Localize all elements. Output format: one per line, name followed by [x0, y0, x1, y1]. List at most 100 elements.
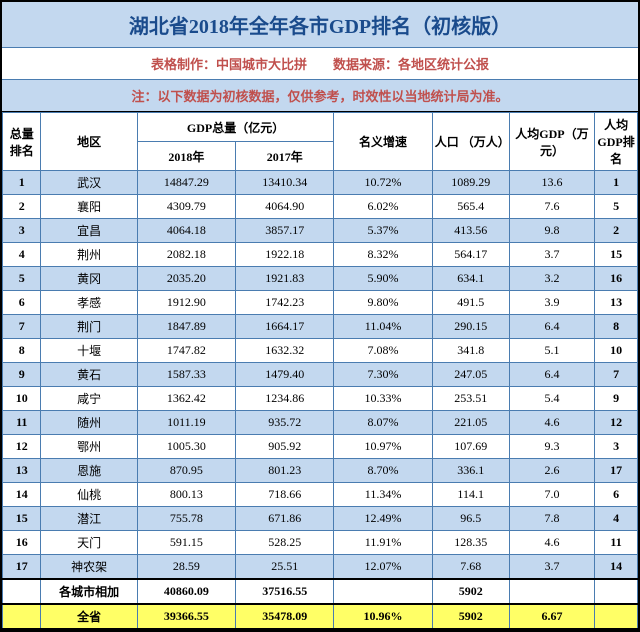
cell-gdp-2018: 755.78	[137, 507, 235, 531]
cell-pop: 107.69	[432, 435, 509, 459]
table-header: 总量排名 地区 GDP总量（亿元） 名义增速 人口 （万人） 人均GDP（万元）…	[3, 113, 638, 171]
cell-rank: 1	[3, 171, 41, 195]
cell-rank: 9	[3, 363, 41, 387]
cell-growth: 7.30%	[334, 363, 432, 387]
cell-rank: 5	[3, 267, 41, 291]
table-row: 8十堰1747.821632.327.08%341.85.110	[3, 339, 638, 363]
cell-growth: 11.04%	[334, 315, 432, 339]
cell-gdp-2018: 1362.42	[137, 387, 235, 411]
cell-growth: 5.37%	[334, 219, 432, 243]
cell-gdp-2018: 1005.30	[137, 435, 235, 459]
cell-growth: 8.32%	[334, 243, 432, 267]
page-title: 湖北省2018年全年各市GDP排名（初核版）	[2, 2, 638, 48]
cell-growth: 8.07%	[334, 411, 432, 435]
cell-gdp-2018: 1587.33	[137, 363, 235, 387]
cell-gdp-2017: 1922.18	[236, 243, 334, 267]
cell-region: 天门	[41, 531, 137, 555]
cell-pop: 5902	[432, 604, 509, 629]
cell-rank: 13	[3, 459, 41, 483]
cell-pcgdp: 3.2	[509, 267, 595, 291]
cell-pcgdp	[509, 579, 595, 604]
cell-growth: 10.97%	[334, 435, 432, 459]
cell-pcgdp: 7.8	[509, 507, 595, 531]
cell-pcrank: 12	[595, 411, 638, 435]
cell-growth: 11.91%	[334, 531, 432, 555]
cell-region: 黄石	[41, 363, 137, 387]
cell-region: 随州	[41, 411, 137, 435]
table-row: 17神农架28.5925.5112.07%7.683.714	[3, 555, 638, 580]
cell-gdp-2018: 40860.09	[137, 579, 235, 604]
table-row: 1武汉14847.2913410.3410.72%1089.2913.61	[3, 171, 638, 195]
cell-pop: 5902	[432, 579, 509, 604]
table-row: 9黄石1587.331479.407.30%247.056.47	[3, 363, 638, 387]
cell-growth: 11.34%	[334, 483, 432, 507]
cell-pcrank: 10	[595, 339, 638, 363]
cell-pcrank: 3	[595, 435, 638, 459]
cell-region: 咸宁	[41, 387, 137, 411]
cell-pop: 253.51	[432, 387, 509, 411]
cell-pcrank: 8	[595, 315, 638, 339]
cell-gdp-2017: 3857.17	[236, 219, 334, 243]
cell-gdp-2018: 4064.18	[137, 219, 235, 243]
cell-growth: 5.90%	[334, 267, 432, 291]
cell-region: 荆门	[41, 315, 137, 339]
cell-region: 孝感	[41, 291, 137, 315]
cell-pop: 247.05	[432, 363, 509, 387]
table-row: 2襄阳4309.794064.906.02%565.47.65	[3, 195, 638, 219]
header-region: 地区	[41, 113, 137, 171]
cell-gdp-2017: 25.51	[236, 555, 334, 580]
table-row: 14仙桃800.13718.6611.34%114.17.06	[3, 483, 638, 507]
cell-rank: 12	[3, 435, 41, 459]
header-gdp-2018: 2018年	[137, 142, 235, 171]
cell-pcrank: 7	[595, 363, 638, 387]
table-row: 6孝感1912.901742.239.80%491.53.913	[3, 291, 638, 315]
cell-region: 仙桃	[41, 483, 137, 507]
cell-growth: 6.02%	[334, 195, 432, 219]
cell-pop: 634.1	[432, 267, 509, 291]
cell-gdp-2018: 2082.18	[137, 243, 235, 267]
cell-pcgdp: 2.6	[509, 459, 595, 483]
cell-pop: 290.15	[432, 315, 509, 339]
header-growth: 名义增速	[334, 113, 432, 171]
cell-region: 鄂州	[41, 435, 137, 459]
cell-pcgdp: 5.1	[509, 339, 595, 363]
cell-pop: 565.4	[432, 195, 509, 219]
cell-pop: 96.5	[432, 507, 509, 531]
cell-pcrank: 11	[595, 531, 638, 555]
cell-pcrank	[595, 579, 638, 604]
cell-region: 潜江	[41, 507, 137, 531]
header-gdp-group: GDP总量（亿元）	[137, 113, 334, 142]
cell-pcgdp: 4.6	[509, 411, 595, 435]
cell-rank: 8	[3, 339, 41, 363]
cell-gdp-2017: 1742.23	[236, 291, 334, 315]
table-container: 湖北省2018年全年各市GDP排名（初核版） 表格制作：中国城市大比拼 数据来源…	[0, 0, 640, 632]
cell-growth: 10.33%	[334, 387, 432, 411]
cell-rank: 11	[3, 411, 41, 435]
cell-gdp-2018: 591.15	[137, 531, 235, 555]
header-rank: 总量排名	[3, 113, 41, 171]
cell-pop: 336.1	[432, 459, 509, 483]
cell-growth: 8.70%	[334, 459, 432, 483]
cell-growth: 10.72%	[334, 171, 432, 195]
table-row: 4荆州2082.181922.188.32%564.173.715	[3, 243, 638, 267]
cell-pcgdp: 5.4	[509, 387, 595, 411]
cell-growth: 12.07%	[334, 555, 432, 580]
cell-pop: 341.8	[432, 339, 509, 363]
cell-pcgdp: 9.8	[509, 219, 595, 243]
cell-pop: 7.68	[432, 555, 509, 580]
cell-pop: 128.35	[432, 531, 509, 555]
cell-rank: 2	[3, 195, 41, 219]
cell-gdp-2017: 1921.83	[236, 267, 334, 291]
header-gdp-2017: 2017年	[236, 142, 334, 171]
cell-gdp-2017: 35478.09	[236, 604, 334, 629]
cell-pop: 491.5	[432, 291, 509, 315]
cell-rank: 16	[3, 531, 41, 555]
cell-pcgdp: 6.67	[509, 604, 595, 629]
cell-growth: 10.96%	[334, 604, 432, 629]
cell-gdp-2017: 1234.86	[236, 387, 334, 411]
cell-rank: 7	[3, 315, 41, 339]
cell-gdp-2018: 1847.89	[137, 315, 235, 339]
cell-region: 神农架	[41, 555, 137, 580]
cell-gdp-2018: 28.59	[137, 555, 235, 580]
cell-gdp-2017: 528.25	[236, 531, 334, 555]
